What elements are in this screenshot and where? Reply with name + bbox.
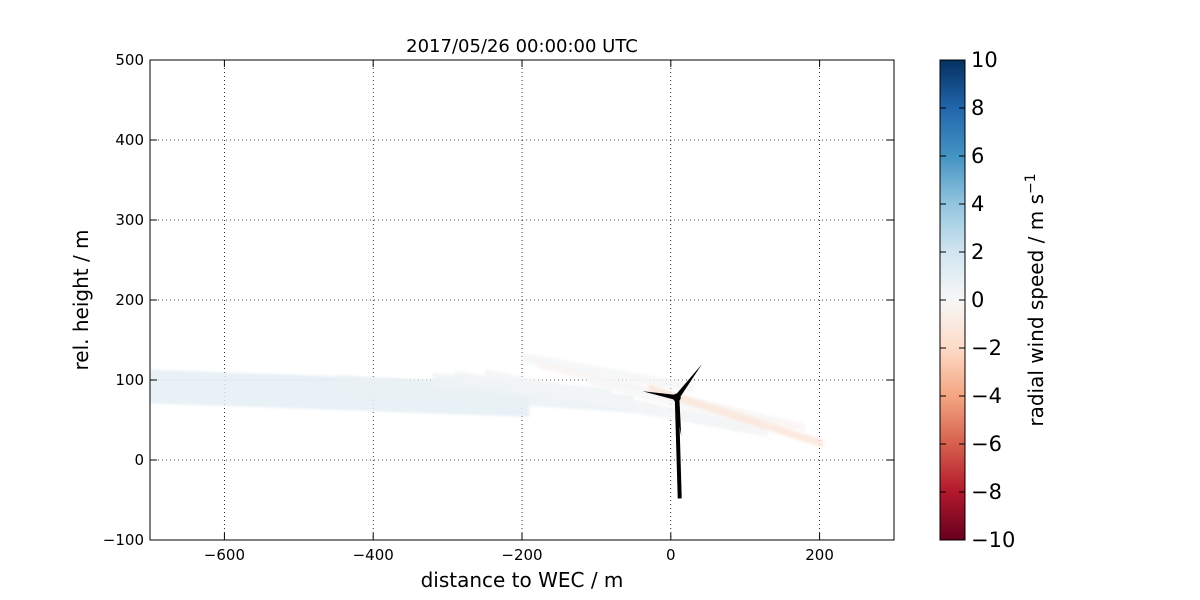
colorbar-label: radial wind speed / m s−1 [1023,173,1048,426]
y-tick-label: 0 [134,451,144,469]
x-tick-label: −400 [353,546,394,564]
x-tick-label: 200 [805,546,834,564]
x-axis: −600 −400 −200 0 200 [204,60,834,564]
colorbar-tick-label: 2 [971,240,984,264]
y-axis: −100 0 100 200 300 400 500 [103,51,894,549]
lidar-scan-sector [522,352,694,393]
y-tick-label: 400 [115,131,144,149]
colorbar-tick-label: −10 [971,528,1015,552]
colorbar-tick-label: −2 [971,336,1002,360]
colorbar-tick-label: 4 [971,192,984,216]
lidar-scan-sector [588,375,761,429]
colorbar-tick-label: 6 [971,144,984,168]
y-axis-label: rel. height / m [69,229,93,370]
y-tick-label: 300 [115,211,144,229]
wind-turbine-icon [642,364,703,499]
y-tick-label: 200 [115,291,144,309]
colorbar-tick-label: 8 [971,96,984,120]
colorbar-tick-label: −6 [971,432,1002,456]
x-tick-label: −600 [204,546,245,564]
colorbar-tick-label: −4 [971,384,1002,408]
turbine-blade [642,391,678,401]
chart-title: 2017/05/26 00:00:00 UTC [406,36,638,57]
x-axis-label: distance to WEC / m [421,568,624,592]
colorbar-ticks: −10 −8 −6 −4 −2 0 2 4 6 8 10 [940,48,1015,552]
lidar-scan-sector [648,384,824,448]
x-tick-label: −200 [501,546,542,564]
x-tick-label: 0 [666,546,676,564]
y-tick-label: 500 [115,51,144,69]
turbine-blade [674,397,682,436]
colorbar-tick-label: 10 [971,48,998,72]
colorbar-tick-label: 0 [971,288,984,312]
y-tick-label: 100 [115,371,144,389]
lidar-scan-sector [336,375,634,413]
turbine-blade [674,364,703,400]
y-tick-label: −100 [103,531,144,549]
turbine-hub [672,393,681,402]
lidar-scan-sector [484,368,768,437]
colorbar-tick-label: −8 [971,480,1002,504]
colorbar-label-text: radial wind speed / m s [1024,194,1048,427]
colorbar-label-superscript: −1 [1023,173,1039,194]
